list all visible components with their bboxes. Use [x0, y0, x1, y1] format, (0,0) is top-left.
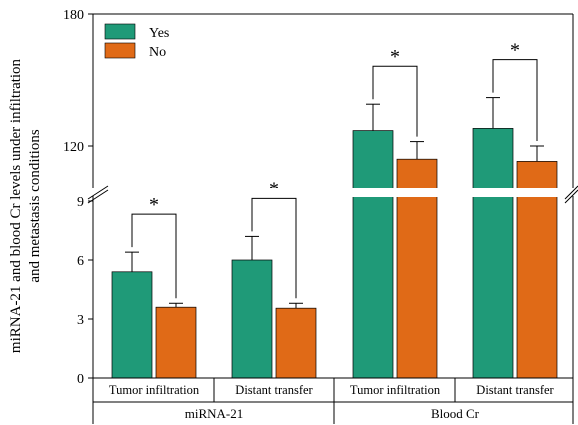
- significance-bracket-4: [492, 59, 538, 141]
- significance-marker-4: *: [510, 40, 520, 62]
- plot-frame: [92, 13, 574, 424]
- significance-marker-3: *: [390, 46, 400, 68]
- axis-break-slash-3: [564, 185, 578, 200]
- legend: Yes No: [104, 23, 169, 60]
- error-bars-layer: [125, 97, 544, 309]
- x-category-label-3: Tumor infiltration: [350, 383, 441, 397]
- x-axis-categories: Tumor infiltration Distant transfer Tumor …: [109, 383, 555, 421]
- y-tick-label-3: 3: [77, 313, 84, 328]
- y-axis-label-line-2: and metastasis conditions: [27, 129, 43, 282]
- significance-marker-1: *: [149, 194, 159, 216]
- y-tick-label-120: 120: [63, 140, 84, 155]
- x-category-label-1: Tumor infiltration: [109, 383, 200, 397]
- significance-bracket-3: [372, 65, 418, 137]
- y-tick-label-0: 0: [77, 372, 84, 387]
- y-axis-ticks: 0 3 6 9 120 180: [63, 8, 93, 387]
- axis-break-slash-1: [87, 185, 109, 200]
- axis-break-slash-4: [564, 189, 578, 204]
- group-label-1: miRNA-21: [185, 406, 244, 421]
- axis-break-band: [88, 188, 578, 197]
- significance-bracket-1: [131, 213, 177, 299]
- bars-layer: [111, 128, 558, 379]
- x-category-label-2: Distant transfer: [235, 383, 313, 397]
- legend-swatch-yes: [104, 23, 136, 40]
- group-label-2: Blood Cr: [431, 406, 480, 421]
- bar-yes-1: [111, 271, 153, 379]
- bar-no-1: [155, 306, 197, 379]
- x-category-label-4: Distant transfer: [476, 383, 554, 397]
- legend-swatch-no: [104, 42, 136, 59]
- y-axis-label: miRNA-21 and blood Cr levels under infil…: [8, 58, 43, 353]
- axis-break-layer: [87, 185, 578, 204]
- bar-yes-2: [231, 259, 273, 379]
- y-tick-label-9: 9: [77, 195, 84, 210]
- bar-yes-3: [352, 130, 394, 379]
- bar-no-4: [516, 161, 558, 379]
- bar-yes-4: [472, 128, 514, 379]
- y-tick-label-180: 180: [63, 8, 84, 23]
- bar-no-2: [275, 307, 317, 379]
- legend-label-no: No: [149, 45, 166, 60]
- y-tick-label-6: 6: [77, 254, 84, 269]
- y-axis-label-line-1: miRNA-21 and blood Cr levels under infil…: [8, 58, 24, 353]
- significance-bracket-2: [251, 197, 297, 299]
- legend-label-yes: Yes: [149, 26, 169, 41]
